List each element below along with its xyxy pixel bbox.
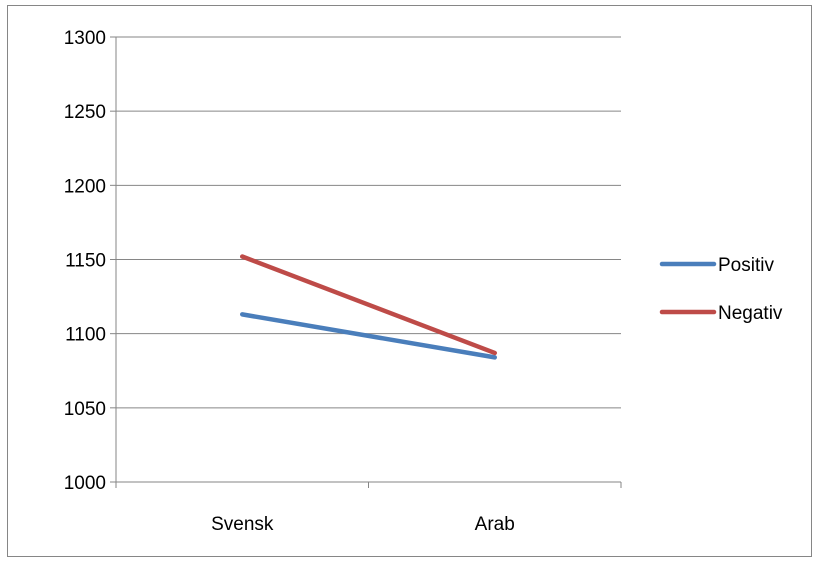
legend-label-positiv: Positiv (718, 255, 774, 276)
x-tick-label-svensk: Svensk (211, 514, 274, 535)
series-line-negativ (240, 254, 497, 356)
y-tick-labels: 1000 1050 1100 1150 1200 1250 1300 (64, 28, 106, 494)
y-tick-label-1200: 1200 (64, 176, 106, 197)
legend-item-positiv[interactable]: Positiv (659, 255, 774, 276)
y-tick-label-1050: 1050 (64, 399, 106, 420)
y-tick-label-1000: 1000 (64, 473, 106, 494)
legend[interactable]: Positiv Negativ (659, 255, 783, 324)
x-tick-label-arab: Arab (475, 514, 515, 535)
series-line-positiv (240, 312, 497, 360)
chart-frame (7, 5, 812, 557)
series-lines (240, 254, 497, 360)
y-tick-label-1100: 1100 (65, 325, 106, 346)
y-tick-label-1250: 1250 (64, 102, 106, 123)
y-tick-label-1150: 1150 (65, 251, 106, 272)
gridlines (116, 36, 621, 409)
y-tick-label-1300: 1300 (64, 28, 106, 49)
legend-label-negativ: Negativ (718, 303, 783, 324)
legend-item-negativ[interactable]: Negativ (659, 303, 783, 324)
x-tick-labels: Svensk Arab (211, 514, 515, 535)
axes (110, 36, 622, 488)
